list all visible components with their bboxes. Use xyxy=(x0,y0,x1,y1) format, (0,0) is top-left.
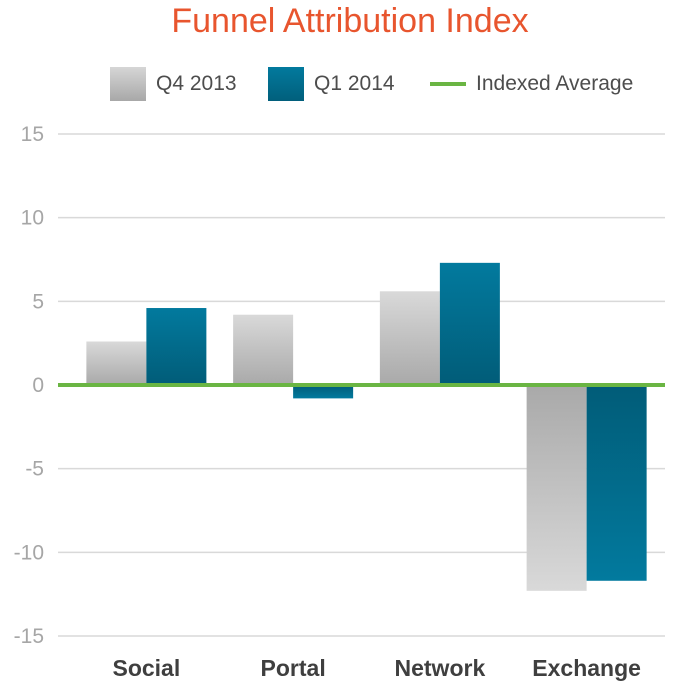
x-axis-categories: Social Portal Network Exchange xyxy=(112,655,640,681)
legend-swatch-q1-2014 xyxy=(268,67,304,101)
legend-label-indexed-average: Indexed Average xyxy=(476,72,634,95)
y-tick-label: 15 xyxy=(21,123,44,146)
bar-q4-2013-exchange xyxy=(526,385,587,591)
bar-q1-2014-social xyxy=(146,308,207,385)
legend-label-q1-2014: Q1 2014 xyxy=(314,72,395,95)
y-tick-label: -15 xyxy=(14,625,44,648)
bars xyxy=(86,262,647,591)
legend-item-q4-2013: Q4 2013 xyxy=(110,66,237,102)
bar-q4-2013-portal xyxy=(233,314,294,385)
y-axis-ticks: 15 10 5 0 -5 -10 -15 xyxy=(14,123,44,648)
bar-q4-2013-social xyxy=(86,341,147,385)
legend: Q4 2013 Q1 2014 Indexed Average xyxy=(0,66,700,106)
x-category-label: Exchange xyxy=(532,655,641,681)
y-tick-label: -5 xyxy=(25,458,44,481)
bar-q1-2014-portal xyxy=(293,385,354,399)
x-category-label: Portal xyxy=(261,655,326,681)
legend-line-indexed-average xyxy=(430,82,466,86)
legend-label-q4-2013: Q4 2013 xyxy=(156,72,237,95)
legend-swatch-q4-2013 xyxy=(110,67,146,101)
bar-q1-2014-exchange xyxy=(586,385,647,581)
legend-item-indexed-average: Indexed Average xyxy=(430,66,633,102)
y-tick-label: 5 xyxy=(32,290,44,313)
x-category-label: Social xyxy=(112,655,180,681)
chart-title: Funnel Attribution Index xyxy=(171,2,529,40)
y-tick-label: -10 xyxy=(14,541,44,564)
bar-q4-2013-network xyxy=(379,291,440,385)
y-tick-label: 0 xyxy=(32,374,44,397)
y-tick-label: 10 xyxy=(21,207,44,230)
legend-item-q1-2014: Q1 2014 xyxy=(268,66,395,102)
x-category-label: Network xyxy=(395,655,486,681)
bar-q1-2014-network xyxy=(439,262,500,385)
